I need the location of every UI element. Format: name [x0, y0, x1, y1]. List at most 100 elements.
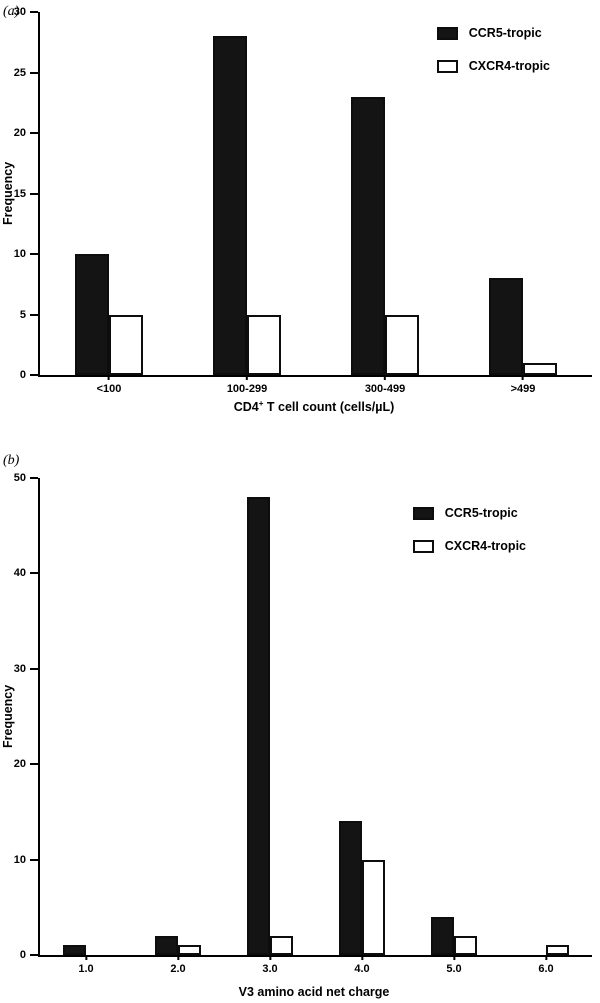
- x-tick-mark: [84, 955, 87, 960]
- panel-b: (b) Frequency 0 10 20 30 40 50 1.0 2.0 3.0 4.0 5.…: [0, 443, 600, 1003]
- y-tick-label: 30: [13, 662, 26, 675]
- legend-label: CXCR4-tropic: [444, 539, 526, 553]
- bar-group: [316, 478, 408, 955]
- y-tick-label: 50: [13, 472, 26, 484]
- bar-group: [454, 12, 592, 375]
- bar-cxcr4-tropic: [523, 362, 557, 375]
- y-tick-label: 20: [13, 758, 26, 771]
- x-tick-label: 4.0: [354, 963, 370, 975]
- legend: CCR5-tropic CXCR4-tropic: [436, 26, 550, 73]
- y-axis-ticks: 0 10 20 30 40 50: [14, 472, 592, 961]
- legend: CCR5-tropic CXCR4-tropic: [412, 506, 526, 553]
- y-tick-label: 10: [13, 853, 26, 866]
- legend-swatch-filled: [412, 506, 434, 520]
- x-tick: 4.0: [354, 955, 370, 975]
- bar-ccr5-tropic: [75, 254, 109, 375]
- panel-a: (a) Frequency 0 5 10 15 20 25 30 <100 100-299 30…: [0, 0, 600, 443]
- legend-label: CCR5-tropic: [468, 26, 542, 40]
- x-tick: >499: [510, 375, 536, 395]
- x-tick-mark: [108, 375, 110, 380]
- bar-group: [40, 478, 132, 955]
- x-tick-mark: [176, 955, 179, 960]
- x-tick-label: 5.0: [446, 963, 462, 975]
- x-tick: 6.0: [538, 955, 554, 975]
- y-tick-mark: [30, 763, 38, 766]
- x-title-text: T cell count (cells/µL): [263, 400, 395, 415]
- y-tick-mark: [30, 132, 38, 134]
- y-tick-mark: [30, 11, 38, 13]
- bar-group: [224, 478, 316, 955]
- bar-group: [316, 12, 454, 375]
- y-tick-label: 5: [19, 308, 26, 321]
- x-tick: 3.0: [262, 955, 278, 975]
- x-tick-mark: [384, 375, 386, 380]
- bar-cxcr4-tropic: [454, 935, 477, 955]
- x-tick: 2.0: [170, 955, 186, 975]
- x-tick-label: 3.0: [262, 963, 278, 975]
- y-tick-label: 10: [13, 248, 26, 260]
- x-tick: 5.0: [446, 955, 462, 975]
- y-tick-mark: [30, 71, 38, 74]
- y-axis-ticks: 0 5 10 15 20 25 30: [14, 6, 592, 381]
- x-tick-label: 6.0: [538, 963, 554, 975]
- x-title-text: CD4: [233, 400, 259, 415]
- bar-group: [408, 478, 500, 955]
- bar-cxcr4-tropic: [362, 859, 385, 955]
- bar-cxcr4-tropic: [385, 314, 419, 375]
- x-tick-mark: [522, 375, 524, 380]
- x-tick-label: >499: [510, 383, 536, 395]
- bar-ccr5-tropic: [339, 821, 362, 955]
- bar-group: [132, 478, 224, 955]
- bar-ccr5-tropic: [247, 497, 270, 955]
- legend-label: CXCR4-tropic: [468, 59, 550, 73]
- y-tick-mark: [30, 477, 38, 479]
- legend-label: CCR5-tropic: [444, 506, 518, 520]
- legend-entry-ccr5-tropic: CCR5-tropic: [412, 506, 526, 520]
- bar-group: [178, 12, 316, 375]
- x-tick-mark: [360, 955, 363, 960]
- legend-entry-ccr5-tropic: CCR5-tropic: [436, 26, 550, 40]
- x-tick-label: 100-299: [226, 383, 268, 395]
- y-tick-mark: [30, 858, 38, 861]
- y-tick-label: 25: [13, 66, 26, 79]
- bar-cxcr4-tropic: [178, 945, 201, 955]
- plot-area-b: 0 10 20 30 40 50 1.0 2.0 3.0 4.0 5.0 6.0 CCR5-trop…: [14, 472, 592, 975]
- bars-container: [40, 478, 592, 955]
- panel-b-label: (b): [3, 453, 20, 468]
- y-tick-mark: [30, 572, 38, 575]
- plot-area-a: 0 5 10 15 20 25 30 <100 100-299 300-499 >499 CCR5…: [14, 6, 592, 395]
- y-tick-label: 20: [13, 127, 26, 139]
- bar-ccr5-tropic: [489, 278, 523, 375]
- y-axis-title-b: Frequency: [1, 684, 15, 749]
- y-tick-label: 15: [13, 187, 26, 200]
- x-tick-mark: [452, 955, 455, 960]
- x-tick-mark: [544, 955, 547, 960]
- x-tick-label: <100: [96, 383, 122, 395]
- bar-cxcr4-tropic: [247, 314, 281, 375]
- y-tick-label: 0: [19, 369, 26, 381]
- y-tick-label: 0: [19, 949, 26, 961]
- x-tick-label: 2.0: [170, 963, 186, 975]
- bar-ccr5-tropic: [155, 935, 178, 955]
- x-axis-title-a: CD4+ T cell count (cells/µL): [38, 399, 590, 414]
- bar-cxcr4-tropic: [270, 935, 293, 955]
- legend-entry-cxcr4-tropic: CXCR4-tropic: [436, 59, 550, 73]
- bar-ccr5-tropic: [351, 96, 385, 375]
- y-tick-mark: [30, 313, 38, 316]
- bar-ccr5-tropic: [63, 945, 86, 955]
- y-tick-label: 40: [13, 567, 26, 580]
- x-tick-label: 300-499: [364, 383, 406, 395]
- x-title-text: V3 amino acid net charge: [238, 985, 390, 1000]
- x-title-superscript: +: [258, 399, 264, 408]
- y-tick-mark: [30, 667, 38, 670]
- bar-group: [500, 478, 592, 955]
- x-tick: 1.0: [78, 955, 94, 975]
- x-tick: 300-499: [365, 375, 405, 395]
- legend-swatch-open: [436, 59, 458, 73]
- legend-swatch-filled: [436, 26, 458, 40]
- x-tick: 100-299: [227, 375, 267, 395]
- x-tick-mark: [246, 375, 248, 380]
- x-tick: <100: [96, 375, 122, 395]
- x-tick-label: 1.0: [78, 963, 94, 975]
- bar-ccr5-tropic: [213, 36, 247, 375]
